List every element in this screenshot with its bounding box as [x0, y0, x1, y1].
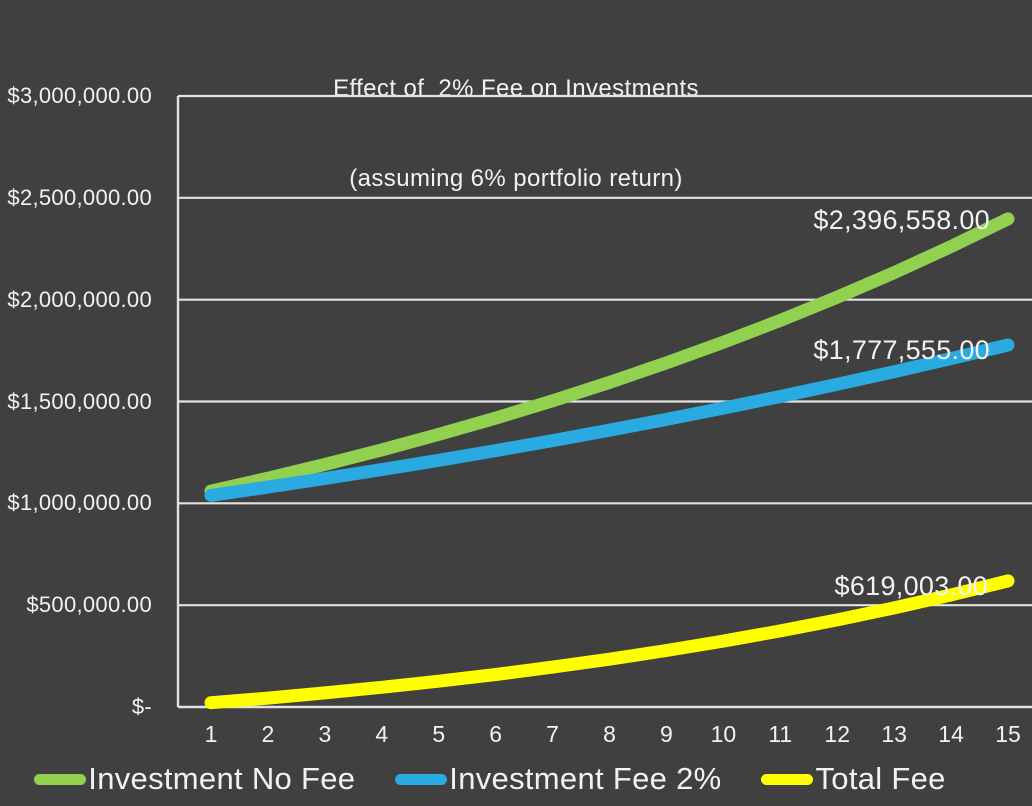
- series-line-1: [204, 338, 1015, 502]
- y-tick-label: $500,000.00: [26, 592, 152, 618]
- legend-label: Total Fee: [815, 761, 946, 796]
- chart-title-line1: Effect of 2% Fee on Investments: [333, 75, 699, 102]
- x-tick-label: 14: [938, 721, 964, 747]
- legend-marker-green-line-icon: [34, 773, 87, 785]
- x-tick-label: 6: [489, 721, 503, 747]
- x-tick-label: 3: [318, 721, 332, 747]
- data-label-investment-fee-2pct: $1,777,555.00: [813, 335, 990, 365]
- y-tick-label: $1,500,000.00: [7, 388, 152, 414]
- legend-item-investment-fee-2pct: Investment Fee 2%: [395, 760, 721, 798]
- x-tick-label: 7: [546, 721, 559, 747]
- chart-title-line2: (assuming 6% portfolio return): [349, 165, 683, 192]
- x-tick-label: 8: [603, 721, 616, 747]
- series-line-0: [204, 212, 1015, 498]
- legend-item-total-fee: Total Fee: [761, 760, 945, 798]
- x-tick-label: 15: [995, 721, 1021, 747]
- y-tick-label: $2,000,000.00: [7, 286, 152, 312]
- x-tick-label: 5: [432, 721, 446, 747]
- x-tick-label: 4: [375, 721, 389, 747]
- y-tick-label: $-: [131, 694, 152, 719]
- legend-label: Investment No Fee: [88, 761, 356, 796]
- x-tick-label: 11: [768, 721, 793, 747]
- legend: Investment No Fee Investment Fee 2% Tota…: [0, 757, 1006, 801]
- y-tick-label: $1,000,000.00: [7, 490, 152, 516]
- series-line-2: [204, 574, 1015, 710]
- x-tick-label: 13: [881, 721, 907, 747]
- data-label-total-fee: $619,003.00: [834, 571, 988, 601]
- x-tick-label: 2: [261, 721, 275, 747]
- legend-item-investment-no-fee: Investment No Fee: [34, 760, 355, 798]
- y-tick-label: $3,000,000.00: [7, 83, 152, 108]
- chart-title: Effect of 2% Fee on Investments (assumin…: [0, 14, 1032, 254]
- legend-label: Investment Fee 2%: [449, 761, 722, 796]
- x-tick-label: 1: [204, 721, 218, 747]
- x-tick-label: 12: [824, 721, 851, 747]
- data-label-investment-no-fee: $2,396,558.00: [813, 205, 990, 235]
- x-tick-label: 10: [710, 721, 737, 747]
- x-tick-label: 9: [660, 721, 673, 747]
- y-tick-label: $2,500,000.00: [7, 184, 152, 210]
- legend-marker-blue-line-icon: [395, 773, 448, 785]
- legend-marker-yellow-line-icon: [761, 773, 814, 785]
